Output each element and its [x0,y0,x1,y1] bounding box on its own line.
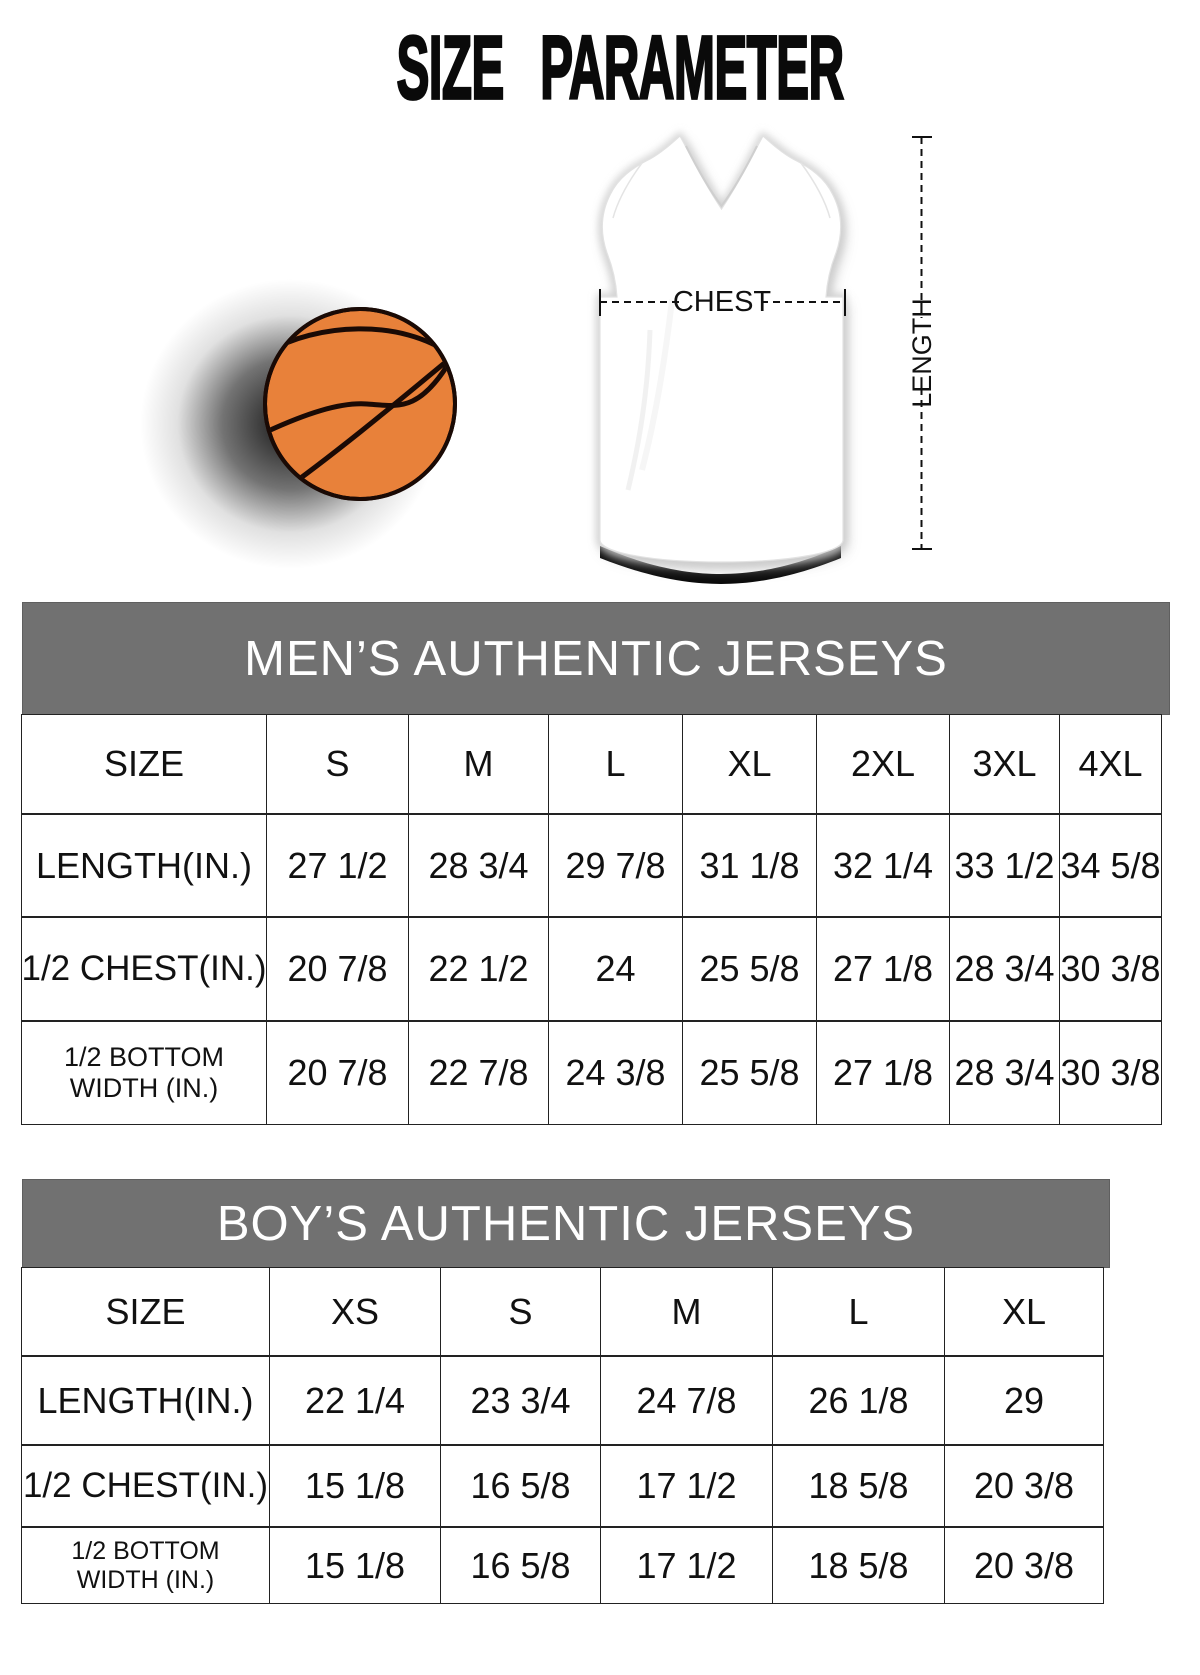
svg-text:CHEST: CHEST [673,286,772,318]
svg-text:LENGTH: LENGTH [907,298,937,408]
